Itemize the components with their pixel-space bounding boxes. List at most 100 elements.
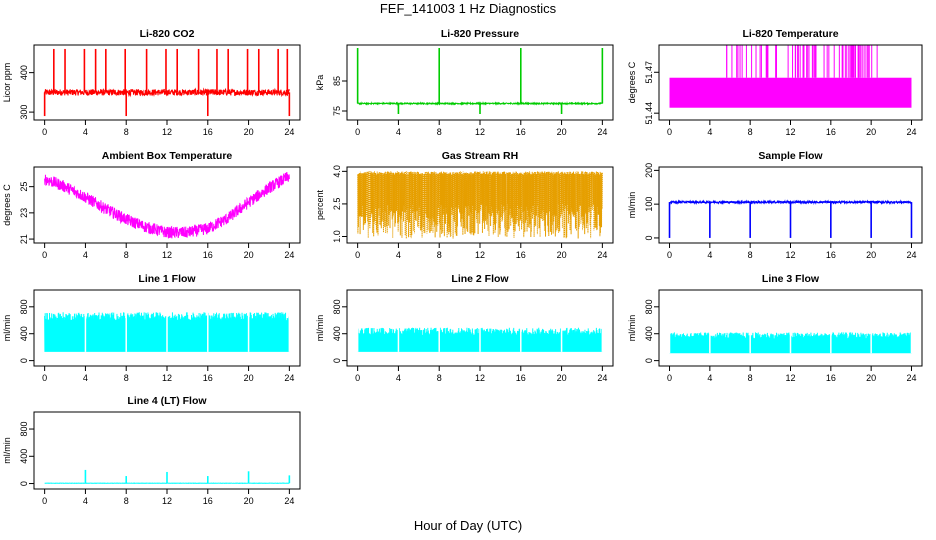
y-tick-label: 0 xyxy=(19,358,29,363)
series-line xyxy=(357,171,603,239)
chart-title: Li-820 Temperature xyxy=(742,28,838,40)
x-tick-label: 16 xyxy=(826,127,836,137)
y-axis-label: percent xyxy=(315,189,325,220)
x-tick-label: 20 xyxy=(866,127,876,137)
y-axis-label: degrees C xyxy=(2,184,12,226)
x-tick-label: 4 xyxy=(707,373,712,383)
series-marks xyxy=(668,199,913,238)
chart-title: Li-820 Pressure xyxy=(441,28,519,40)
x-tick-label: 24 xyxy=(284,496,294,506)
chart-panel: Gas Stream RH percent 0 4 8 12 16 20 24 1.0 2.5 4.0 xyxy=(315,150,614,260)
figure-title: FEF_141003 1 Hz Diagnostics xyxy=(379,1,557,16)
chart-title: Li-820 CO2 xyxy=(140,28,195,40)
x-tick-label: 16 xyxy=(516,373,526,383)
x-tick-label: 8 xyxy=(124,373,129,383)
y-tick-label: 400 xyxy=(19,326,29,341)
x-tick-label: 16 xyxy=(203,250,213,260)
chart-title: Line 3 Flow xyxy=(762,273,820,285)
series-line xyxy=(44,87,290,98)
series-marks xyxy=(44,172,290,239)
y-axis-label: Licor ppm xyxy=(2,63,12,103)
plot-frame xyxy=(658,289,923,367)
x-tick-label: 8 xyxy=(437,250,442,260)
y-tick-label: 100 xyxy=(644,197,654,212)
x-tick-label: 20 xyxy=(557,373,567,383)
y-tick-label: 0 xyxy=(644,235,654,240)
y-tick-label: 0 xyxy=(332,358,342,363)
x-tick-label: 4 xyxy=(83,373,88,383)
y-tick-label: 75 xyxy=(332,106,342,116)
y-tick-label: 300 xyxy=(19,105,29,120)
x-tick-label: 20 xyxy=(866,373,876,383)
x-tick-label: 16 xyxy=(203,127,213,137)
chart-panel: Line 3 Flow ml/min 0 4 8 12 16 20 24 0 400 800 xyxy=(627,273,923,383)
y-tick-label: 800 xyxy=(644,299,654,314)
chart-title: Line 1 Flow xyxy=(138,273,196,285)
y-tick-label: 1.0 xyxy=(332,230,342,243)
x-tick-label: 24 xyxy=(284,250,294,260)
x-tick-label: 16 xyxy=(826,250,836,260)
chart-panel: Line 2 Flow ml/min 0 4 8 12 16 20 24 0 400 800 xyxy=(315,273,614,383)
x-tick-label: 0 xyxy=(667,250,672,260)
series-line xyxy=(357,101,603,107)
x-tick-label: 0 xyxy=(42,250,47,260)
y-tick-label: 0 xyxy=(19,481,29,486)
x-tick-label: 20 xyxy=(244,496,254,506)
x-tick-label: 0 xyxy=(355,127,360,137)
y-tick-label: 800 xyxy=(19,422,29,437)
y-axis-label: ml/min xyxy=(627,192,637,219)
x-tick-label: 16 xyxy=(203,496,213,506)
series-line xyxy=(44,172,290,239)
chart-title: Line 4 (LT) Flow xyxy=(127,395,207,407)
x-tick-label: 8 xyxy=(437,373,442,383)
series-marks xyxy=(669,45,912,108)
y-tick-label: 2.5 xyxy=(332,198,342,211)
chart-panel: Line 1 Flow ml/min 0 4 8 12 16 20 24 0 400 800 xyxy=(2,273,301,383)
x-tick-label: 8 xyxy=(124,496,129,506)
x-tick-label: 4 xyxy=(83,127,88,137)
x-tick-label: 24 xyxy=(906,373,916,383)
y-tick-label: 800 xyxy=(332,299,342,314)
y-tick-label: 21 xyxy=(19,234,29,244)
x-tick-label: 4 xyxy=(396,250,401,260)
series-marks xyxy=(43,48,291,117)
x-tick-label: 0 xyxy=(42,373,47,383)
y-axis-label: ml/min xyxy=(2,315,12,342)
x-tick-label: 4 xyxy=(396,373,401,383)
x-tick-label: 8 xyxy=(748,250,753,260)
x-tick-label: 24 xyxy=(597,250,607,260)
x-tick-label: 8 xyxy=(124,127,129,137)
x-tick-label: 0 xyxy=(355,373,360,383)
y-tick-label: 25 xyxy=(19,182,29,192)
series-marks xyxy=(356,48,604,114)
x-tick-label: 20 xyxy=(244,127,254,137)
chart-title: Sample Flow xyxy=(758,150,823,162)
y-tick-label: 0 xyxy=(644,358,654,363)
x-tick-label: 20 xyxy=(244,373,254,383)
y-axis-label: degrees C xyxy=(627,61,637,103)
series-marks xyxy=(44,469,291,485)
x-tick-label: 4 xyxy=(396,127,401,137)
chart-title: Gas Stream RH xyxy=(442,150,518,162)
x-tick-label: 0 xyxy=(667,127,672,137)
y-axis-label: kPa xyxy=(315,75,325,91)
x-tick-label: 12 xyxy=(785,127,795,137)
temperature-band xyxy=(669,77,912,108)
x-tick-label: 12 xyxy=(162,373,172,383)
x-tick-label: 24 xyxy=(284,127,294,137)
chart-panel: Li-820 Pressure kPa 0 4 8 12 16 20 24 75 85 xyxy=(315,28,614,137)
y-axis-label: ml/min xyxy=(315,315,325,342)
x-tick-label: 12 xyxy=(475,127,485,137)
x-tick-label: 12 xyxy=(162,496,172,506)
y-tick-label: 200 xyxy=(644,163,654,178)
chart-title: Ambient Box Temperature xyxy=(102,150,233,162)
x-tick-label: 16 xyxy=(826,373,836,383)
x-tick-label: 0 xyxy=(667,373,672,383)
chart-panel: Sample Flow ml/min 0 4 8 12 16 20 24 0 100 200 xyxy=(627,150,923,260)
x-tick-label: 24 xyxy=(906,127,916,137)
y-tick-label: 51.44 xyxy=(644,102,654,125)
x-tick-label: 8 xyxy=(748,127,753,137)
chart-title: Line 2 Flow xyxy=(451,273,509,285)
y-tick-label: 23 xyxy=(19,208,29,218)
